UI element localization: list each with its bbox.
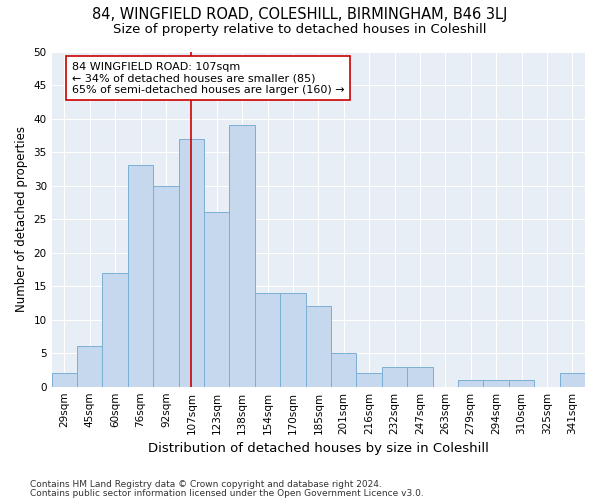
Bar (255, 293, 280, 386)
Bar (204, 212, 229, 386)
Bar (356, 374, 382, 386)
Bar (128, 166, 153, 386)
Bar (484, 380, 509, 386)
Text: 84, WINGFIELD ROAD, COLESHILL, BIRMINGHAM, B46 3LJ: 84, WINGFIELD ROAD, COLESHILL, BIRMINGHA… (92, 8, 508, 22)
Bar (509, 380, 534, 386)
Bar (52, 374, 77, 386)
Bar (331, 353, 356, 386)
Text: 84 WINGFIELD ROAD: 107sqm
← 34% of detached houses are smaller (85)
65% of semi-: 84 WINGFIELD ROAD: 107sqm ← 34% of detac… (72, 62, 344, 95)
Bar (153, 186, 179, 386)
Bar (407, 366, 433, 386)
Bar (280, 293, 305, 386)
Text: Size of property relative to detached houses in Coleshill: Size of property relative to detached ho… (113, 22, 487, 36)
Bar (179, 138, 204, 386)
Bar (77, 346, 103, 387)
Bar (560, 374, 585, 386)
X-axis label: Distribution of detached houses by size in Coleshill: Distribution of detached houses by size … (148, 442, 489, 455)
Bar (382, 366, 407, 386)
Bar (103, 272, 128, 386)
Y-axis label: Number of detached properties: Number of detached properties (15, 126, 28, 312)
Bar (229, 125, 255, 386)
Bar (458, 380, 484, 386)
Text: Contains public sector information licensed under the Open Government Licence v3: Contains public sector information licen… (30, 488, 424, 498)
Bar (305, 306, 331, 386)
Text: Contains HM Land Registry data © Crown copyright and database right 2024.: Contains HM Land Registry data © Crown c… (30, 480, 382, 489)
